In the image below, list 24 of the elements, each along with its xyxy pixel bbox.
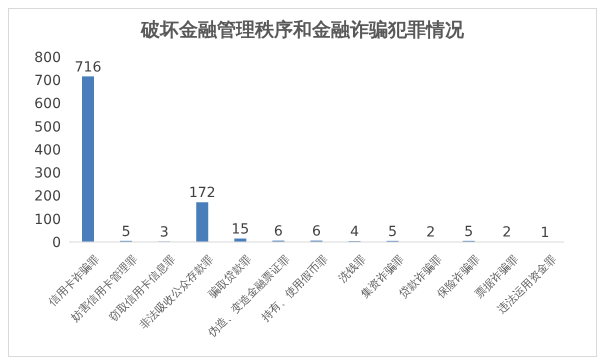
y-tick-label: 700 xyxy=(34,73,61,90)
data-label: 172 xyxy=(188,185,216,202)
data-label: 6 xyxy=(274,224,283,240)
y-tick-label: 100 xyxy=(34,212,61,228)
y-tick-label: 800 xyxy=(34,50,61,66)
y-tick-label: 400 xyxy=(34,142,61,158)
y-tick-label: 300 xyxy=(34,166,61,182)
x-tick-label: 洗钱罪 xyxy=(336,252,368,286)
data-label: 1 xyxy=(540,224,550,241)
data-label: 15 xyxy=(231,222,250,238)
chart-title: 破坏金融管理秩序和金融诈骗犯罪情况 xyxy=(140,18,465,43)
data-label: 6 xyxy=(312,224,321,240)
data-label: 5 xyxy=(122,224,131,240)
data-label: 4 xyxy=(350,224,360,240)
data-label: 3 xyxy=(160,224,169,240)
data-label: 5 xyxy=(464,224,474,240)
y-tick-label: 500 xyxy=(34,119,61,136)
data-label: 2 xyxy=(426,224,436,241)
data-label: 5 xyxy=(388,224,398,240)
y-tick-label: 0 xyxy=(52,234,61,251)
data-label: 716 xyxy=(74,59,102,76)
y-tick-label: 200 xyxy=(34,188,61,205)
y-tick-label: 600 xyxy=(34,96,61,112)
data-label: 2 xyxy=(502,224,512,241)
